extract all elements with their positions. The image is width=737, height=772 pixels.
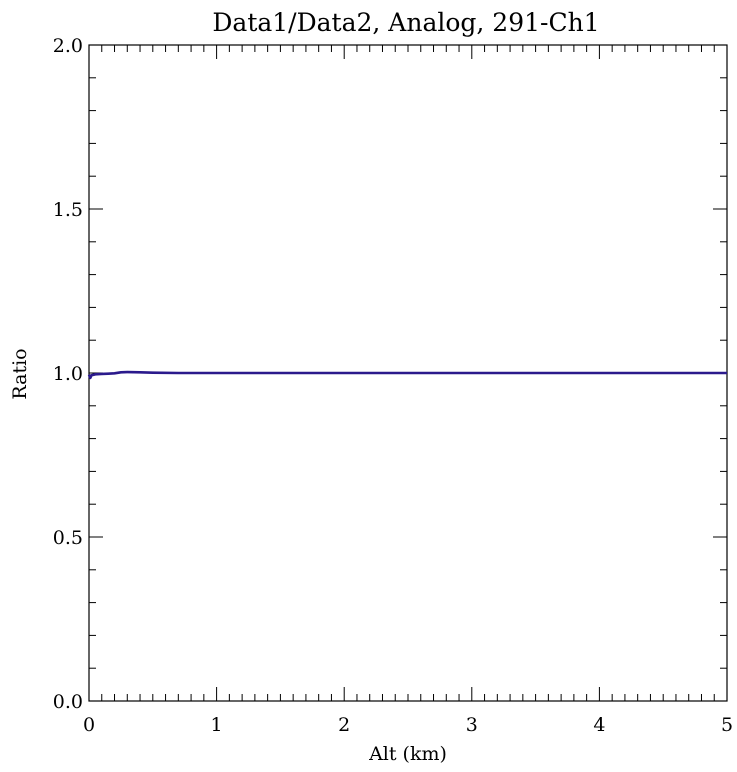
axis-ticks xyxy=(88,44,728,702)
x-axis-label: Alt (km) xyxy=(368,743,447,765)
x-tick-label: 5 xyxy=(721,714,733,736)
x-tick-label: 1 xyxy=(211,714,223,736)
y-tick-label: 1.5 xyxy=(53,199,83,221)
y-tick-label: 2.0 xyxy=(53,35,83,57)
y-tick-label: 0.0 xyxy=(53,691,83,713)
chart-title: Data1/Data2, Analog, 291-Ch1 xyxy=(212,8,599,37)
y-tick-labels: 0.0 0.5 1.0 1.5 2.0 xyxy=(53,35,83,713)
x-tick-label: 4 xyxy=(593,714,605,736)
y-axis-label: Ratio xyxy=(9,348,31,399)
y-tick-label: 1.0 xyxy=(53,363,83,385)
x-tick-label: 2 xyxy=(338,714,350,736)
x-tick-label: 3 xyxy=(466,714,478,736)
series-group xyxy=(87,370,727,380)
x-tick-label: 0 xyxy=(83,714,95,736)
x-tick-labels: 0 1 2 3 4 5 xyxy=(83,714,733,736)
y-tick-label: 0.5 xyxy=(53,527,83,549)
series-line xyxy=(87,370,727,380)
